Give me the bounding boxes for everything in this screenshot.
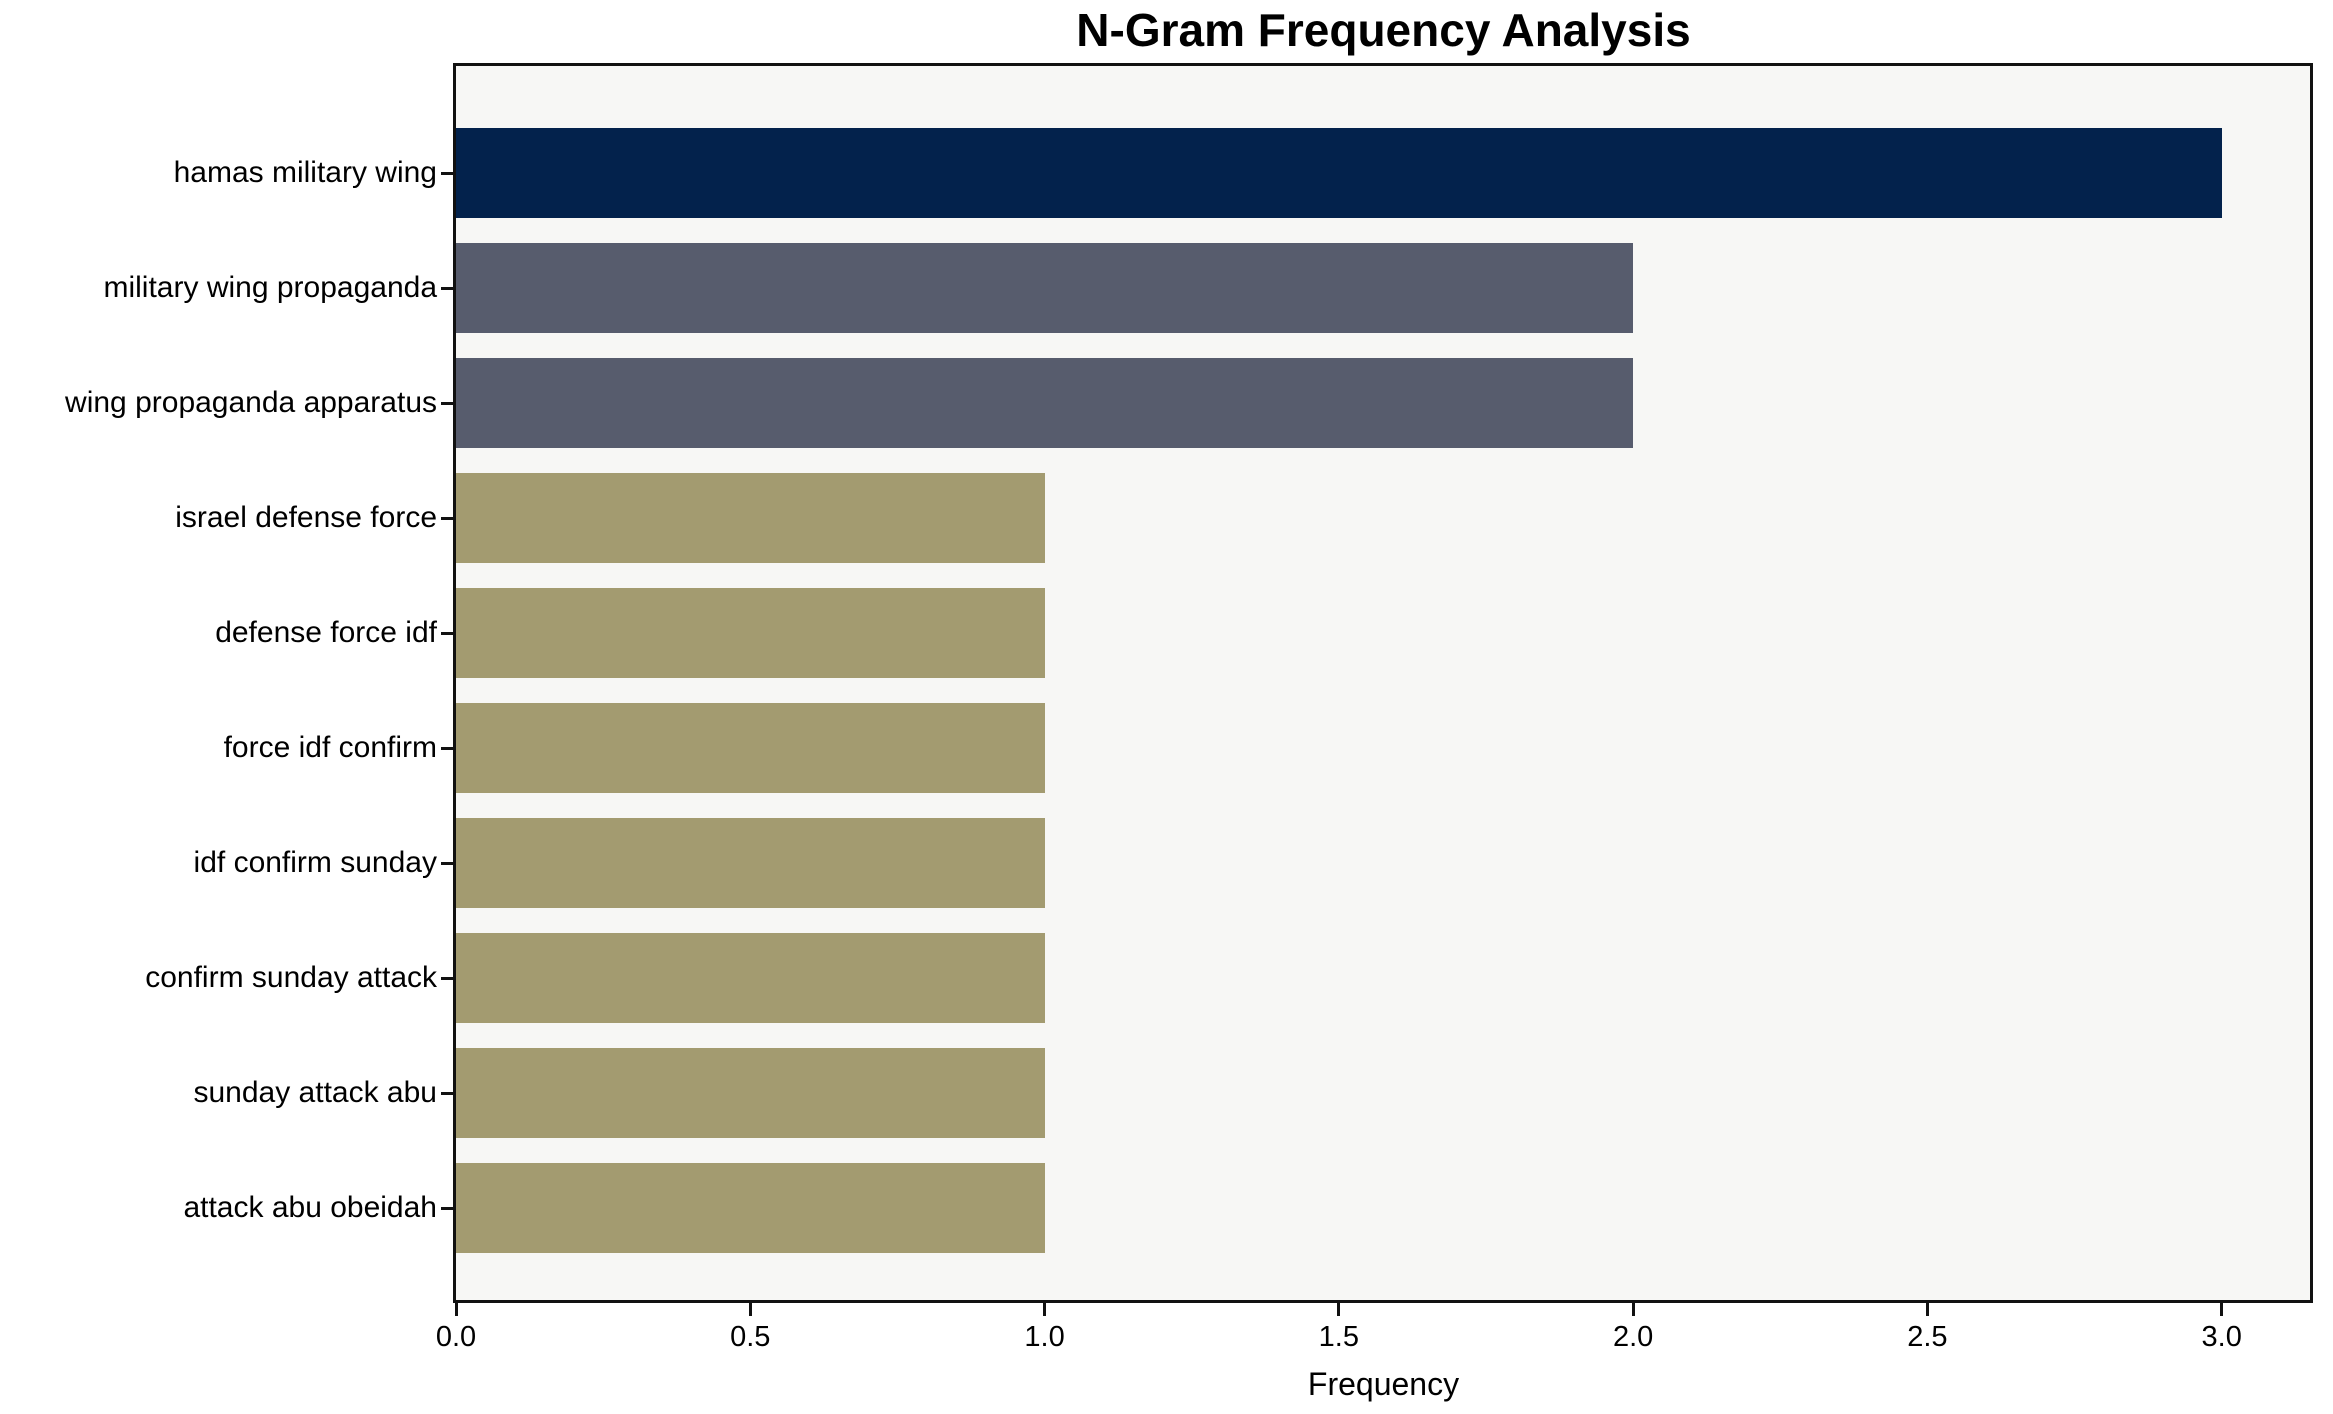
y-tick-mark [441, 286, 453, 290]
x-tick-mark [748, 1303, 752, 1316]
y-tick-mark [441, 1206, 453, 1210]
bar-defense-force-idf [456, 588, 1045, 678]
y-tick-mark [441, 631, 453, 635]
y-tick-mark [441, 516, 453, 520]
x-tick-mark [454, 1303, 458, 1316]
x-tick-label: 1.0 [1024, 1321, 1065, 1353]
y-tick-label: sunday attack abu [193, 1076, 437, 1109]
x-axis-label: Frequency [1307, 1366, 1460, 1402]
plot-area [453, 63, 2313, 1303]
x-tick-label: 2.5 [1907, 1321, 1948, 1353]
chart-title: N-Gram Frequency Analysis [1076, 4, 1691, 56]
y-tick-label: wing propaganda apparatus [65, 386, 437, 419]
x-tick-label: 0.5 [730, 1321, 771, 1353]
y-tick-label: idf confirm sunday [193, 846, 437, 879]
x-tick-label: 1.5 [1318, 1321, 1359, 1353]
y-tick-label: defense force idf [215, 616, 437, 649]
x-tick-mark [1337, 1303, 1341, 1316]
y-tick-label: military wing propaganda [103, 271, 437, 304]
bar-sunday-attack-abu [456, 1048, 1045, 1138]
y-tick-label: attack abu obeidah [183, 1191, 437, 1224]
x-tick-mark [2220, 1303, 2224, 1316]
x-tick-mark [1043, 1303, 1047, 1316]
y-tick-label: force idf confirm [223, 731, 437, 764]
y-tick-mark [441, 746, 453, 750]
bar-attack-abu-obeidah [456, 1163, 1045, 1253]
x-tick-label: 2.0 [1612, 1321, 1654, 1353]
y-tick-mark [441, 1091, 453, 1095]
bar-idf-confirm-sunday [456, 818, 1045, 908]
x-tick-mark [1631, 1303, 1635, 1316]
y-tick-mark [441, 401, 453, 405]
x-tick-label: 0.0 [435, 1321, 477, 1353]
bar-hamas-military-wing [456, 128, 2222, 218]
bar-wing-propaganda-apparatus [456, 358, 1634, 448]
y-tick-mark [441, 976, 453, 980]
y-tick-label: hamas military wing [173, 156, 437, 189]
y-tick-mark [441, 171, 453, 175]
x-tick-mark [1925, 1303, 1929, 1316]
bar-israel-defense-force [456, 473, 1045, 563]
y-tick-label: israel defense force [175, 501, 437, 534]
y-tick-mark [441, 861, 453, 865]
y-tick-label: confirm sunday attack [145, 961, 437, 994]
bar-force-idf-confirm [456, 703, 1045, 793]
bar-confirm-sunday-attack [456, 933, 1045, 1023]
x-tick-label: 3.0 [2201, 1321, 2242, 1353]
bar-military-wing-propaganda [456, 243, 1634, 333]
